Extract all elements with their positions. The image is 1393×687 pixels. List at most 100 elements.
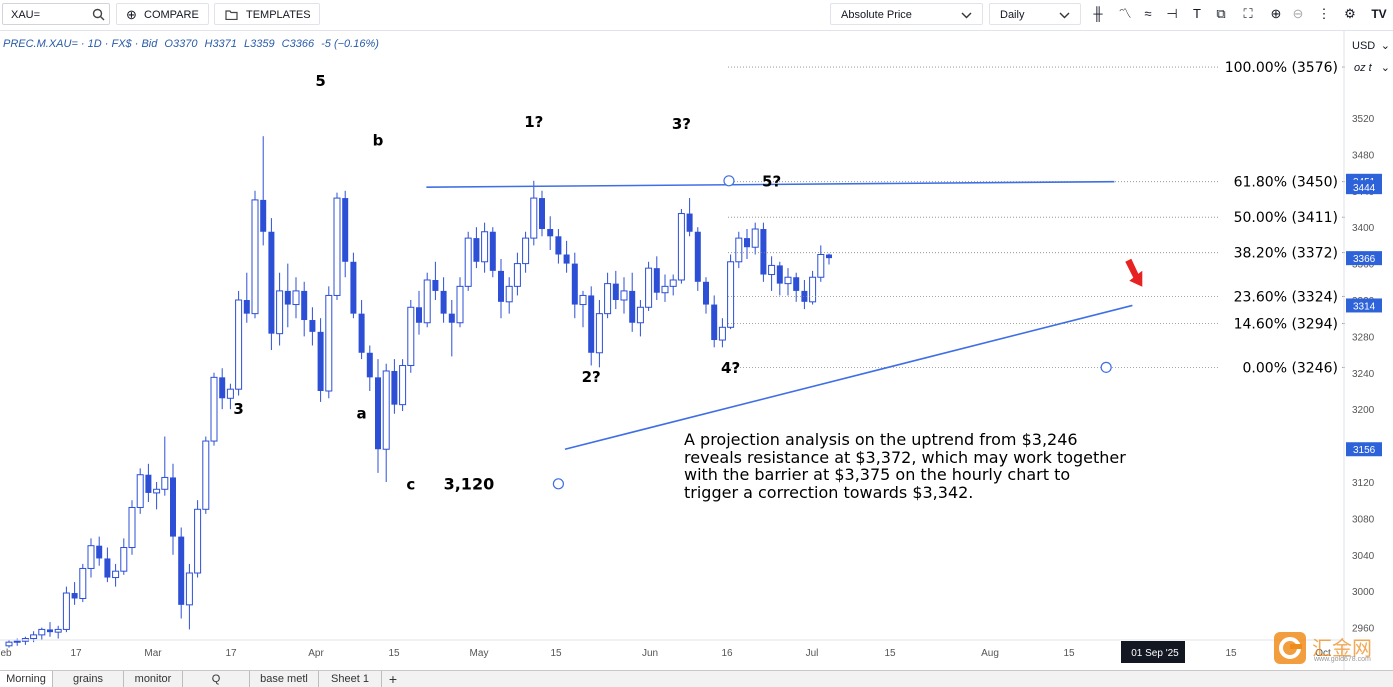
candle-body-down: [309, 320, 316, 332]
candlestick-series: [5, 136, 832, 648]
fib-level-label: 38.20% (3372): [1234, 246, 1338, 262]
shapes-icon[interactable]: ⛶: [1243, 6, 1253, 21]
price-tick-label: 3480: [1352, 150, 1375, 161]
candle-body-down: [145, 474, 152, 493]
candle-body-up: [136, 474, 144, 508]
price-chart[interactable]: 100.00% (3576) 61.80% (3450) 50.00% (3411)…: [0, 30, 1393, 670]
upper-trendline: [426, 180, 1115, 188]
unit-select[interactable]: oz t ⌄: [1354, 59, 1392, 77]
candle-body-up: [62, 592, 70, 630]
candle-body-up: [112, 570, 120, 579]
candle-body-down: [358, 313, 365, 353]
indicators-icon[interactable]: 〽: [1118, 6, 1132, 21]
time-tick-label: 15: [1225, 648, 1237, 659]
price-tick-label: 3200: [1352, 405, 1375, 416]
chart-toolbar: XAU= ⊕ COMPARE TEMPLATES Absolute Price …: [0, 0, 1393, 31]
candle-body-down: [563, 254, 570, 264]
candle-body-up: [645, 267, 653, 308]
candle-body-up: [194, 508, 202, 574]
candle-body-down: [71, 593, 78, 599]
red-down-arrow: [1125, 258, 1143, 287]
candle-body-up: [423, 279, 431, 324]
candle-body-up: [620, 290, 628, 301]
trendlines: [426, 175, 1143, 490]
price-labels: 34513444336633143156: [1346, 173, 1382, 457]
candle-body-down: [96, 545, 103, 559]
zoom-in-icon[interactable]: ⊕: [1270, 6, 1282, 21]
tab-monitor[interactable]: monitor: [124, 671, 183, 687]
tab-sheet-1[interactable]: Sheet 1: [319, 671, 382, 687]
candle-body-up: [185, 572, 193, 606]
compare-label: COMPARE: [144, 9, 199, 21]
price-tick-label: 3520: [1352, 114, 1375, 125]
more-icon[interactable]: ⋮: [1317, 6, 1331, 21]
compare-button[interactable]: ⊕ COMPARE: [116, 3, 209, 25]
candle-body-up: [235, 299, 243, 390]
candle-body-up: [817, 254, 825, 278]
legend-open: O3370: [164, 38, 198, 50]
interval-select[interactable]: Daily: [989, 3, 1081, 25]
candle-body-up: [325, 294, 333, 392]
candle-body-up: [735, 237, 743, 263]
candle-body-down: [686, 213, 693, 232]
candle-body-up: [661, 285, 669, 294]
candle-body-down: [260, 199, 267, 232]
candle-body-up: [530, 197, 538, 239]
candle-body-down: [489, 231, 496, 271]
wave1-high-marker: [723, 175, 735, 187]
legend-low: L3359: [243, 38, 275, 50]
time-tick-label: Aug: [981, 648, 999, 659]
tab-grains[interactable]: grains: [53, 671, 124, 687]
zoom-out-icon[interactable]: ⊖: [1292, 6, 1304, 21]
candle-body-down: [416, 307, 422, 323]
candle-body-up: [718, 326, 726, 341]
tab-base-metl[interactable]: base metl: [250, 671, 319, 687]
text-tool-icon[interactable]: T: [1193, 6, 1201, 21]
candle-body-up: [809, 276, 817, 303]
crosshair-date-box: [1121, 641, 1185, 663]
wave-label: a: [357, 404, 367, 422]
time-tick-label: 17: [70, 648, 82, 659]
candle-body-down: [588, 295, 595, 353]
candle-body-up: [226, 388, 234, 399]
chart-legend: PREC.M.XAU= · 1D · FX$ · Bid O3370 H3371…: [3, 38, 383, 50]
candle-body-up: [54, 628, 62, 633]
price-type-select[interactable]: Absolute Price: [830, 3, 983, 25]
add-sheet-button[interactable]: +: [388, 671, 398, 687]
candle-body-down: [539, 198, 545, 230]
projection-anchor-marker: [1100, 361, 1112, 373]
currency-select[interactable]: USD ⌄: [1352, 37, 1390, 55]
candle-body-up: [333, 197, 341, 296]
legend-symbol: PREC.M.XAU= · 1D · FX$ · Bid: [3, 38, 158, 50]
tab-morning[interactable]: Morning: [0, 671, 53, 687]
wave-label: b: [373, 131, 384, 149]
crosshair-icon[interactable]: ⊣: [1166, 6, 1178, 21]
tab-q[interactable]: Q: [183, 671, 250, 687]
time-tick-label: Apr: [308, 648, 324, 659]
drawing-icon[interactable]: ⧉: [1216, 6, 1226, 21]
fibonacci-levels: 100.00% (3576) 61.80% (3450) 50.00% (3411)…: [728, 60, 1345, 376]
legend-high: H3371: [204, 38, 237, 50]
wave-label: c: [406, 475, 415, 493]
chevron-down-icon: [961, 12, 972, 19]
time-tick-label: 17: [225, 648, 237, 659]
settings-gear-icon[interactable]: ⚙: [1344, 6, 1356, 21]
fib-level-label: 23.60% (3324): [1234, 289, 1338, 305]
price-tick-label: 3280: [1352, 332, 1375, 343]
candle-body-up: [399, 365, 407, 406]
symbol-search-input[interactable]: XAU=: [2, 3, 110, 25]
candle-body-down: [317, 331, 324, 391]
watermark-logo: 汇金网 www.gold678.com: [1272, 630, 1390, 666]
templates-button[interactable]: TEMPLATES: [214, 3, 320, 25]
fib-level-label: 100.00% (3576): [1225, 60, 1338, 76]
candle-body-up: [751, 228, 759, 248]
price-label-box: [1346, 251, 1382, 266]
candle-body-down: [47, 629, 53, 633]
candle-body-down: [342, 198, 349, 262]
price-label-box: [1346, 298, 1382, 313]
studies-icon[interactable]: ≈: [1144, 6, 1152, 21]
wave-label: 5?: [762, 172, 781, 190]
chevron-down-icon: ⌄: [1380, 62, 1390, 74]
candle-body-up: [13, 640, 21, 643]
candles-icon[interactable]: ╫: [1093, 6, 1103, 21]
